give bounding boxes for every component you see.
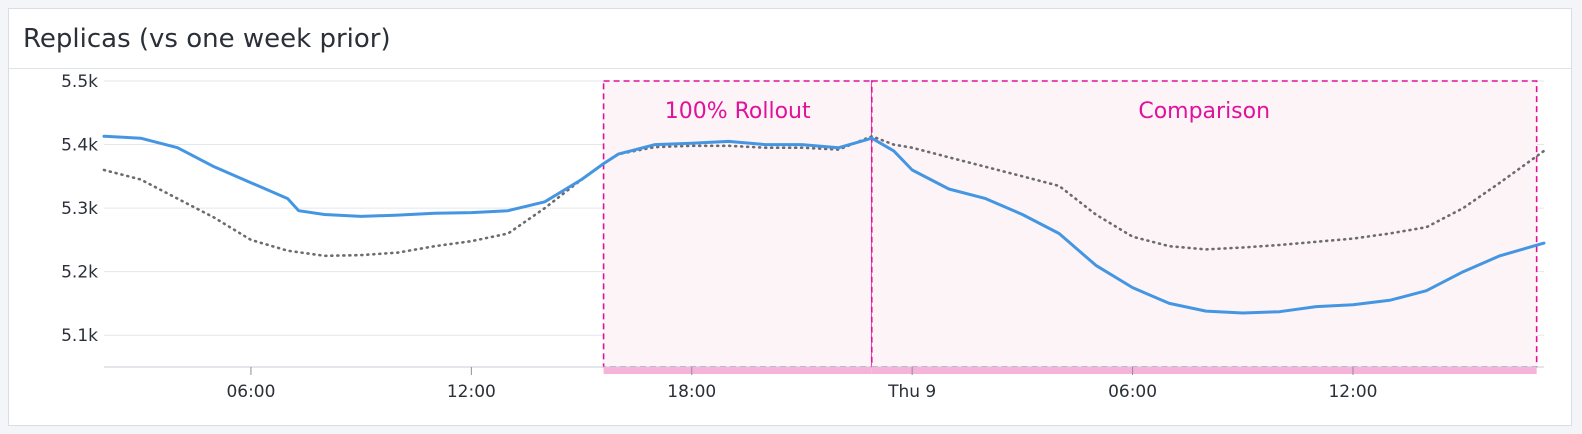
- annotation-marker: [603, 367, 872, 374]
- x-tick-label: 06:00: [1108, 382, 1157, 402]
- x-tick-label: Thu 9: [887, 382, 936, 402]
- replicas-chart[interactable]: 100% Rollout Comparison 5.5k5.4k5.3k5.2k5…: [9, 69, 1571, 425]
- y-tick-label: 5.3k: [61, 199, 98, 219]
- x-tick-label: 12:00: [447, 382, 496, 402]
- annotation-label: 100% Rollout: [665, 99, 811, 124]
- annotation-marker: [871, 367, 1537, 374]
- annotation-band: [603, 81, 872, 367]
- x-tick-label: 06:00: [226, 382, 275, 402]
- annotation-band: [871, 81, 1537, 367]
- y-tick-label: 5.1k: [61, 326, 98, 346]
- y-tick-label: 5.2k: [61, 263, 98, 283]
- chart-panel: Replicas (vs one week prior) 100% Rollou…: [8, 8, 1572, 426]
- series-line-week-prior: [102, 135, 1546, 258]
- y-tick-label: 5.5k: [61, 72, 98, 92]
- series-lines: [102, 134, 1546, 315]
- y-tick-label: 5.4k: [61, 136, 98, 156]
- annotation-label: Comparison: [1138, 99, 1270, 124]
- panel-header: Replicas (vs one week prior): [9, 9, 1571, 69]
- x-axis: 06:00 12:00 18:00 Thu 9 06:00 12:00: [104, 366, 1544, 402]
- x-tick-label: 18:00: [667, 382, 716, 402]
- annotation-bands: 100% Rollout Comparison: [602, 80, 1538, 374]
- x-tick-label: 12:00: [1328, 382, 1377, 402]
- panel-title: Replicas (vs one week prior): [23, 23, 391, 54]
- y-axis: 5.5k 5.4k 5.3k 5.2k 5.1k: [61, 72, 98, 346]
- series-line-current: [102, 134, 1546, 315]
